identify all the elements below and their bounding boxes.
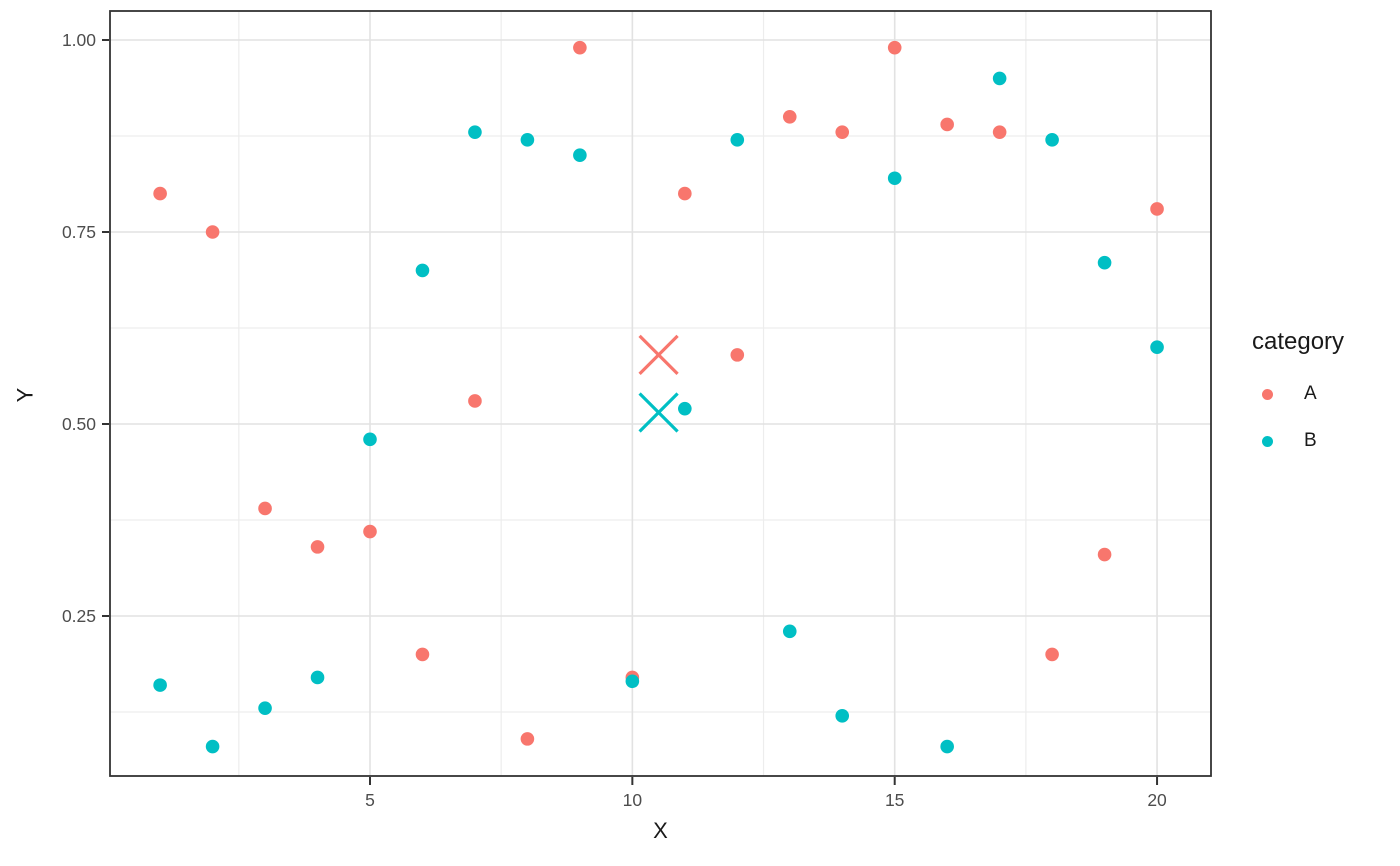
point-B	[992, 71, 1007, 86]
point-A	[573, 40, 587, 55]
point-B	[1150, 340, 1164, 355]
y-tick-label: 0.75	[62, 222, 96, 242]
point-B	[205, 739, 220, 754]
point-B	[153, 678, 167, 692]
point-A	[153, 186, 167, 201]
x-tick-label: 15	[885, 790, 904, 810]
point-A	[205, 225, 220, 239]
point-B	[782, 624, 797, 639]
series-A	[153, 40, 1164, 746]
point-A	[887, 40, 902, 55]
legend-rows: A B	[1245, 375, 1400, 460]
point-B	[468, 125, 482, 139]
legend-swatch-a-icon	[1262, 388, 1273, 400]
point-B	[363, 432, 377, 447]
point-A	[835, 125, 850, 139]
point-B	[887, 171, 902, 186]
point-B	[258, 701, 272, 715]
mean-marker-B	[638, 392, 679, 433]
point-A	[468, 394, 482, 408]
mean-marker-line	[638, 334, 679, 376]
point-B	[1097, 255, 1112, 270]
legend-entry-b: B	[1245, 422, 1400, 460]
point-A	[730, 348, 745, 362]
mean-marker-line	[638, 392, 679, 433]
point-B	[573, 148, 587, 162]
point-B	[1045, 133, 1059, 147]
point-A	[520, 732, 535, 746]
legend: category A B	[1245, 327, 1400, 460]
panel-background	[110, 11, 1211, 776]
point-B	[730, 133, 745, 147]
x-tick-label: 10	[623, 790, 643, 810]
point-B	[520, 133, 535, 147]
point-A	[258, 501, 272, 516]
point-A	[678, 186, 692, 201]
y-tick-label: 0.25	[62, 606, 96, 626]
panel-border	[109, 10, 1212, 777]
point-A	[1150, 202, 1164, 216]
point-B	[835, 709, 850, 723]
legend-swatch-b-icon	[1262, 435, 1273, 447]
point-B	[940, 739, 954, 754]
point-B	[678, 401, 692, 416]
y-tick-label: 0.50	[62, 414, 96, 434]
point-A	[363, 524, 377, 539]
point-B	[625, 674, 640, 689]
mean-marker-A	[638, 334, 679, 376]
point-A	[782, 110, 797, 124]
point-B	[415, 263, 430, 278]
y-axis-title: Y	[12, 387, 38, 403]
point-A	[940, 117, 954, 132]
point-A	[1097, 547, 1112, 562]
x-tick-label: 20	[1147, 790, 1167, 810]
point-B	[310, 670, 325, 685]
series-B	[153, 71, 1164, 754]
point-A	[1045, 647, 1059, 662]
y-tick-label: 1.00	[62, 30, 96, 50]
x-axis-title: X	[653, 818, 668, 843]
point-A	[415, 647, 430, 662]
legend-title: category	[1252, 328, 1345, 355]
x-tick-label: 5	[365, 790, 375, 810]
legend-label-a: A	[1304, 383, 1317, 404]
point-A	[992, 125, 1007, 139]
legend-entry-a: A	[1245, 375, 1400, 413]
point-A	[310, 540, 325, 554]
legend-label-b: B	[1304, 430, 1317, 451]
